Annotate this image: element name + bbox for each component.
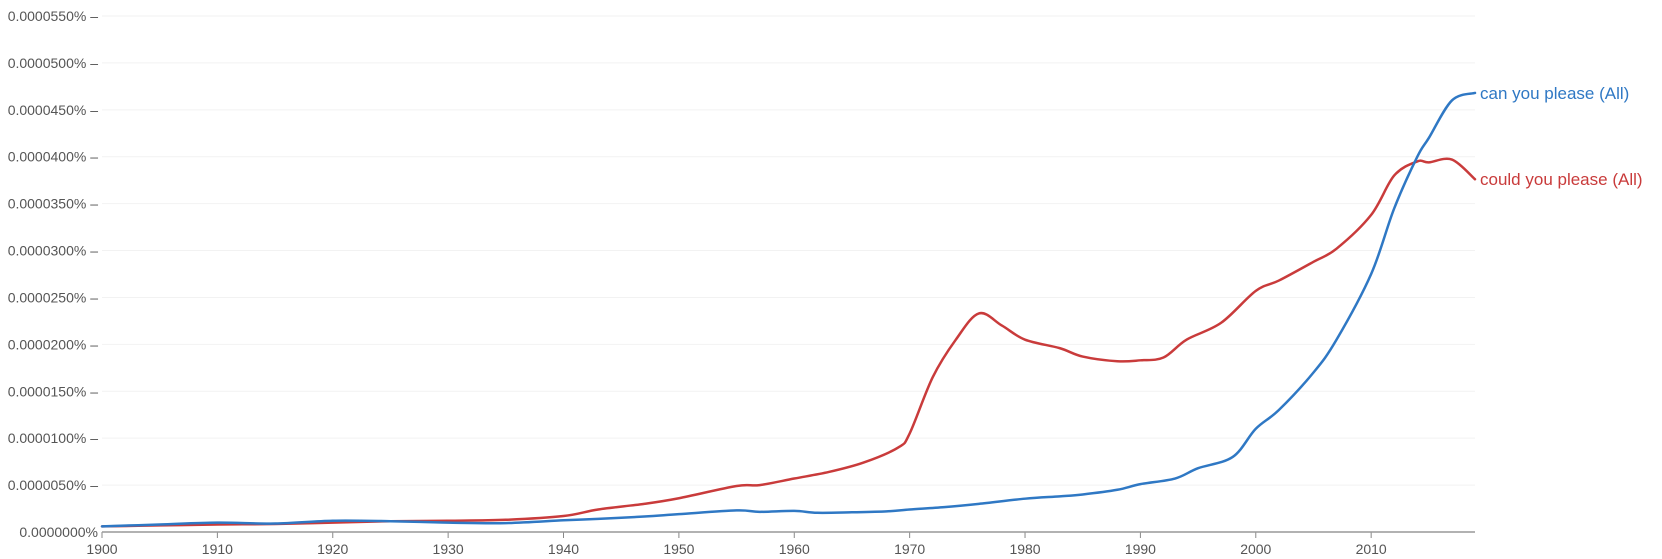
y-tick-label: 0.0000100% – <box>8 430 99 446</box>
x-tick-label: 1950 <box>663 541 694 557</box>
y-tick-label: 0.0000300% – <box>8 243 99 259</box>
y-tick-label: 0.0000050% – <box>8 477 99 493</box>
x-tick-label: 1900 <box>86 541 117 557</box>
y-tick-label: 0.0000550% – <box>8 8 99 24</box>
x-tick-label: 1930 <box>433 541 464 557</box>
x-tick-label: 1960 <box>779 541 810 557</box>
series-label-0: can you please (All) <box>1480 84 1629 103</box>
x-tick-label: 1920 <box>317 541 348 557</box>
y-tick-label: 0.0000450% – <box>8 102 99 118</box>
series-line-1 <box>100 157 1477 528</box>
x-tick-label: 1970 <box>894 541 925 557</box>
x-tick-label: 1940 <box>548 541 579 557</box>
x-tick-label: 1980 <box>1009 541 1040 557</box>
y-tick-label: 0.0000400% – <box>8 149 99 165</box>
series-label-1: could you please (All) <box>1480 170 1643 189</box>
y-tick-label: 0.0000200% – <box>8 336 99 352</box>
x-tick-label: 1910 <box>202 541 233 557</box>
x-tick-label: 1990 <box>1125 541 1156 557</box>
x-tick-label: 2010 <box>1356 541 1387 557</box>
x-axis-ticks: 1900 1910 1920 1930 1940 1950 1960 1970 1980 1990… <box>86 532 1387 557</box>
y-tick-label: 0.0000000% <box>19 524 98 540</box>
y-axis-ticks: 0.0000000% 0.0000050% – 0.0000100% – 0.0000… <box>8 8 99 540</box>
x-tick-label: 2000 <box>1240 541 1271 557</box>
series-group <box>100 91 1477 528</box>
grid-lines <box>102 15 1475 486</box>
series-line-0 <box>100 91 1477 528</box>
y-tick-label: 0.0000250% – <box>8 289 99 305</box>
series-labels: can you please (All) could you please (Al… <box>1480 84 1643 189</box>
y-tick-label: 0.0000500% – <box>8 55 99 71</box>
y-tick-label: 0.0000350% – <box>8 196 99 212</box>
y-tick-label: 0.0000150% – <box>8 383 99 399</box>
